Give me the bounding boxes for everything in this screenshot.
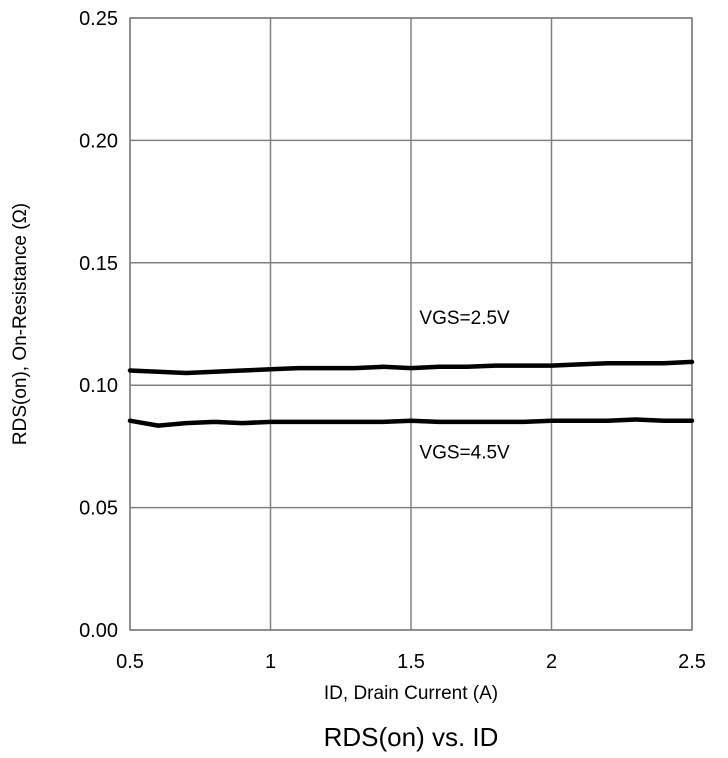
y-tick-label: 0.20 [79,130,118,152]
y-tick-label: 0.15 [79,253,118,275]
chart-title: RDS(on) vs. ID [324,722,499,752]
x-tick-label: 2.5 [678,651,706,673]
x-tick-label: 1 [265,651,276,673]
series-annotation: VGS=2.5V [419,308,510,329]
x-tick-label: 0.5 [116,651,144,673]
plot-area-frame [129,17,693,631]
y-tick-label: 0.00 [79,620,118,642]
y-axis-label: RDS(on), On-Resistance (Ω) [10,203,31,445]
y-tick-label: 0.10 [79,375,118,397]
x-tick-label: 2 [546,651,557,673]
x-axis-label: ID, Drain Current (A) [324,683,498,704]
series-line-1 [127,359,695,376]
series-annotation: VGS=4.5V [419,443,510,464]
series-layer [127,359,695,428]
x-axis-ticks: 0.5 1 1.5 2 2.5 [116,651,706,673]
chart-grid [129,17,693,631]
annotations: VGS=2.5V VGS=4.5V [419,308,510,464]
x-tick-label: 1.5 [397,651,425,673]
series-line-2 [127,417,695,428]
y-axis-ticks: 0.00 0.05 0.10 0.15 0.20 0.25 [79,8,118,642]
y-tick-label: 0.05 [79,498,118,520]
y-tick-label: 0.25 [79,8,118,30]
